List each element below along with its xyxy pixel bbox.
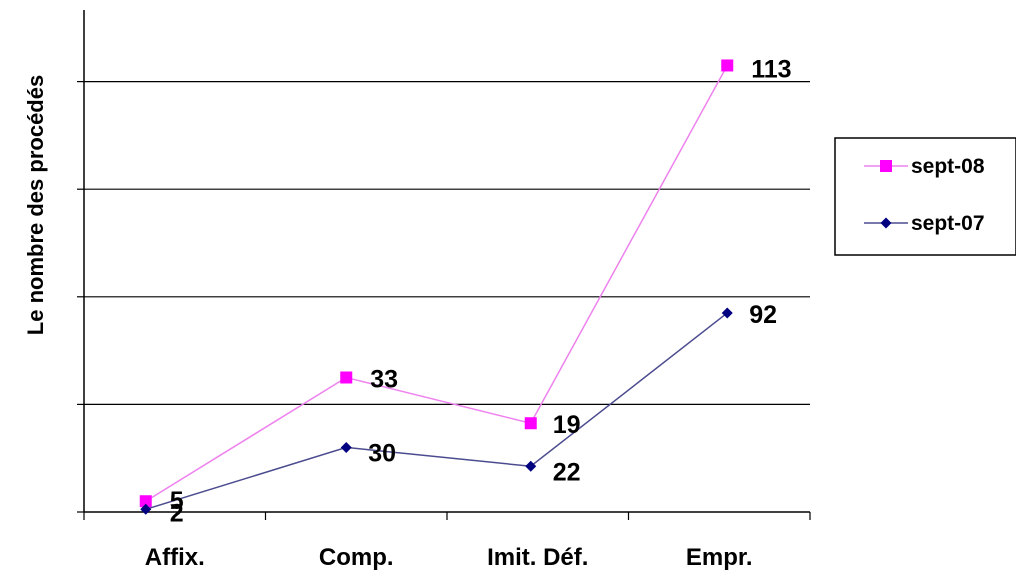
x-tick-label: Empr.	[686, 544, 753, 571]
data-point-sept-08	[524, 417, 537, 430]
data-label: 113	[751, 55, 791, 83]
data-label: 92	[749, 301, 777, 329]
data-labels: 5 33 19 113 2 30 22 92	[170, 55, 792, 527]
legend: sept-08 sept-07	[834, 137, 1016, 256]
legend-box	[834, 137, 1016, 256]
data-label: 5	[170, 487, 184, 515]
axis-ticks: Affix. Comp. Imit. Déf. Empr.	[77, 80, 811, 571]
legend-label: sept-08	[911, 155, 985, 178]
data-label: 22	[553, 458, 581, 486]
data-point-sept-08	[139, 495, 152, 508]
data-point-sept-07	[525, 460, 537, 472]
data-point-sept-08	[721, 59, 734, 72]
gridlines	[84, 80, 810, 405]
data-label: 30	[368, 439, 396, 467]
data-point-sept-07	[340, 441, 352, 453]
x-tick-label: Comp.	[319, 544, 394, 571]
data-point-sept-07	[721, 307, 733, 319]
legend-marker-diamond	[880, 217, 892, 229]
series-line-sept-07	[145, 312, 728, 511]
legend-marker-square	[880, 160, 892, 172]
legend-label: sept-07	[911, 212, 985, 235]
x-tick-label: Imit. Déf.	[487, 544, 588, 571]
data-point-sept-07	[140, 503, 152, 515]
data-point-sept-08	[340, 371, 353, 384]
axes	[83, 10, 810, 513]
data-label: 33	[370, 366, 398, 394]
series-line-sept-08	[145, 65, 728, 502]
series	[139, 59, 734, 515]
y-axis-title: Le nombre des procédés	[23, 75, 48, 335]
x-tick-label: Affix.	[145, 544, 205, 571]
data-label: 2	[170, 499, 184, 527]
data-label: 19	[553, 411, 581, 439]
